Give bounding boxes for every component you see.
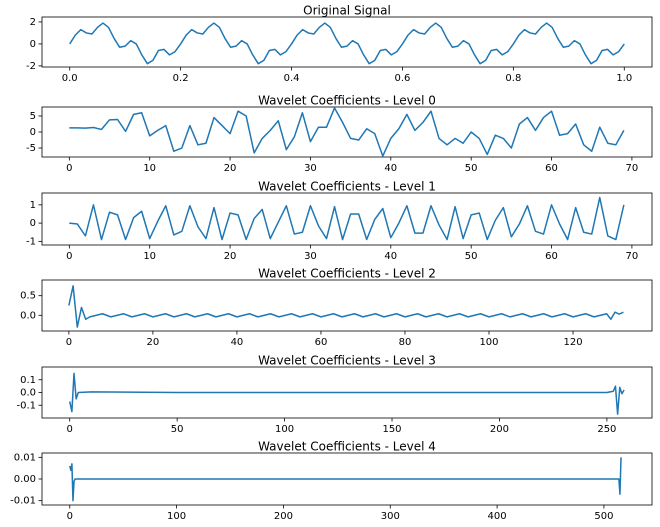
y-tick-label: 0.00 xyxy=(14,474,36,485)
y-tick-label: 0.5 xyxy=(20,291,36,302)
x-tick-label: 20 xyxy=(147,337,160,348)
y-tick-label: 0 xyxy=(30,39,36,50)
x-tick-label: 70 xyxy=(626,163,639,174)
y-tick-label: 5 xyxy=(30,111,36,122)
axes-frame xyxy=(41,16,653,68)
x-tick-label: 150 xyxy=(382,424,401,435)
x-tick-label: 0.6 xyxy=(395,73,411,84)
x-tick-label: 0 xyxy=(67,511,73,522)
x-tick-label: 500 xyxy=(594,511,613,522)
subplot-title: Wavelet Coefficients - Level 4 xyxy=(258,440,436,454)
x-tick-label: 120 xyxy=(563,337,582,348)
x-tick-label: 50 xyxy=(465,251,478,262)
x-tick-label: 100 xyxy=(275,424,294,435)
axes-frame xyxy=(41,192,653,246)
x-tick-label: 60 xyxy=(545,251,558,262)
y-tick-label: 0.0 xyxy=(20,388,36,399)
y-tick-label: 1 xyxy=(30,200,36,211)
x-tick-label: 0.0 xyxy=(62,73,78,84)
x-tick-label: 30 xyxy=(304,251,317,262)
y-tick-label: 2 xyxy=(30,17,36,28)
x-tick-label: 10 xyxy=(143,251,156,262)
y-tick-label: 0.0 xyxy=(20,310,36,321)
x-tick-label: 80 xyxy=(399,337,412,348)
x-tick-label: 200 xyxy=(274,511,293,522)
x-tick-label: 0 xyxy=(67,424,73,435)
x-tick-label: 60 xyxy=(315,337,328,348)
x-tick-label: 250 xyxy=(597,424,616,435)
x-tick-label: 100 xyxy=(479,337,498,348)
subplot-title: Wavelet Coefficients - Level 2 xyxy=(258,267,436,281)
y-tick-label: 0 xyxy=(30,127,36,138)
x-tick-label: 400 xyxy=(488,511,507,522)
x-tick-label: 50 xyxy=(465,163,478,174)
x-tick-label: 0.4 xyxy=(284,73,300,84)
x-tick-label: 0.8 xyxy=(505,73,521,84)
x-tick-label: 40 xyxy=(231,337,244,348)
x-tick-label: 0 xyxy=(66,337,72,348)
signal-line xyxy=(69,457,622,502)
y-tick-label: -5 xyxy=(26,143,36,154)
x-tick-label: 100 xyxy=(167,511,186,522)
subplot-title: Wavelet Coefficients - Level 3 xyxy=(258,354,436,368)
signal-line xyxy=(69,22,625,65)
x-tick-label: 10 xyxy=(143,163,156,174)
x-tick-label: 20 xyxy=(224,251,237,262)
subplot-title: Original Signal xyxy=(303,4,391,18)
signal-line xyxy=(69,196,625,241)
subplot-title: Wavelet Coefficients - Level 1 xyxy=(258,180,436,194)
y-tick-label: -0.01 xyxy=(10,496,36,507)
x-tick-label: 30 xyxy=(304,163,317,174)
y-tick-label: -0.1 xyxy=(16,400,36,411)
x-tick-label: 200 xyxy=(490,424,509,435)
x-tick-label: 60 xyxy=(545,163,558,174)
x-tick-label: 40 xyxy=(384,163,397,174)
y-tick-label: 0 xyxy=(30,218,36,229)
axes-frame xyxy=(41,279,653,332)
y-tick-label: -2 xyxy=(26,61,36,72)
x-tick-label: 0 xyxy=(66,251,72,262)
x-tick-label: 50 xyxy=(171,424,184,435)
subplot-title: Wavelet Coefficients - Level 0 xyxy=(258,94,436,108)
x-tick-label: 20 xyxy=(224,163,237,174)
signal-line xyxy=(69,107,625,157)
x-tick-label: 300 xyxy=(381,511,400,522)
y-tick-label: 0.01 xyxy=(14,452,36,463)
y-tick-label: -1 xyxy=(26,236,36,247)
x-tick-label: 0 xyxy=(66,163,72,174)
signal-line xyxy=(68,285,624,328)
x-tick-label: 1.0 xyxy=(616,73,632,84)
y-tick-label: 0.1 xyxy=(20,375,36,386)
x-tick-label: 70 xyxy=(626,251,639,262)
signal-line xyxy=(68,372,625,415)
x-tick-label: 40 xyxy=(384,251,397,262)
x-tick-label: 0.2 xyxy=(173,73,189,84)
